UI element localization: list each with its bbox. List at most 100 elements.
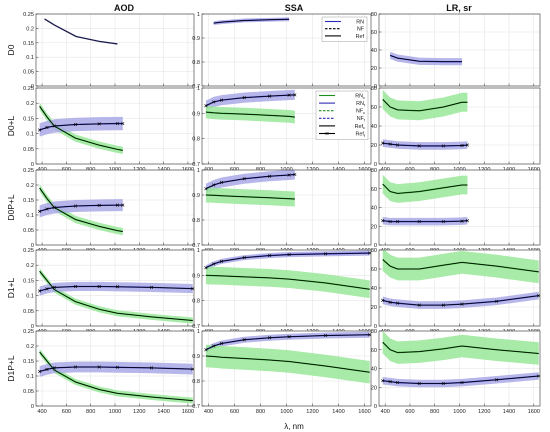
plot-area [204,170,297,207]
panel-D0P+L-AOD: 00.050.10.150.20.25400600800100012001400… [23,168,195,254]
fine-uncertainty-band [205,250,370,271]
data-point-marker [287,252,291,257]
data-point-marker [417,219,421,224]
data-point-marker [212,344,216,348]
y-tick-label: 0.1 [26,55,34,61]
coarse-uncertainty-band [382,331,539,365]
legend-box [315,90,369,140]
data-point-marker [537,293,540,298]
plot-area [381,89,470,150]
coarse-reference-line [205,274,370,290]
data-point-marker [381,379,385,383]
coarse-uncertainty-band [382,250,539,284]
panel-D0+L-AOD: 00.050.10.150.20.25400600800100012001400… [23,86,195,173]
data-point-marker [287,173,291,177]
legend-label: RNc [355,93,365,99]
coarse-reference-line [382,99,468,112]
y-tick-label: 0.25 [23,329,34,335]
y-tick-label: 0.25 [23,168,34,174]
data-point-marker [388,219,392,224]
x-tick-label: 1000 [280,409,292,415]
legend-marker [325,131,329,136]
row-label: D1+L [6,277,16,298]
data-point-marker [73,204,78,208]
data-point-marker [115,121,120,126]
coarse-reference-line [205,355,370,373]
data-point-marker [52,124,56,128]
data-point-marker [38,289,42,293]
y-tick-label: 0 [31,404,34,410]
col-title-aod: AOD [114,3,135,13]
x-tick-label: 800 [256,409,265,415]
data-point-marker [121,121,125,126]
y-tick-label: 60 [371,187,377,193]
coarse-reference-line [382,342,539,354]
data-point-marker [212,262,216,266]
data-point-marker [73,365,78,369]
data-point-marker [495,378,499,382]
y-tick-label: 1 [197,329,200,335]
x-tick-label: 800 [430,409,439,415]
data-point-marker [45,367,49,372]
y-tick-label: 0.7 [192,404,200,410]
data-point-marker [73,284,78,289]
y-tick-label: 60 [371,30,377,36]
legend-label: RN [356,19,364,25]
fine-reference-line [205,252,370,269]
data-point-marker [204,348,208,352]
y-tick-label: 0 [374,243,377,249]
data-point-marker [219,180,224,185]
data-point-marker [38,128,42,132]
x-tick-label: 1400 [157,409,169,415]
data-point-marker [242,177,246,181]
coarse-uncertainty-band [205,344,370,384]
data-point-marker [121,203,125,207]
y-tick-label: 0 [31,243,34,249]
x-tick-label: 1000 [453,409,465,415]
y-tick-label: 80 [371,86,377,92]
x-tick-label: 600 [62,409,71,415]
y-tick-label: 0.25 [23,86,34,92]
data-point-marker [323,333,328,338]
plot-area [389,51,462,66]
y-tick-label: 0 [374,324,377,330]
row-labels: D0 D0+L D0P+L D1+L D1P+L [6,44,16,381]
x-tick-label: 1400 [503,409,515,415]
data-point-marker [465,143,470,147]
x-tick-label: 400 [37,409,46,415]
y-tick-label: 1 [197,168,200,174]
y-tick-label: 20 [371,66,377,72]
data-point-marker [537,374,540,378]
data-point-marker [219,98,224,102]
y-tick-label: 0.8 [192,299,200,305]
data-point-marker [267,253,272,258]
y-tick-label: 20 [371,143,377,149]
y-tick-label: 0.15 [23,116,34,122]
col-title-ssa: SSA [285,3,304,13]
y-tick-label: 0.25 [23,248,34,254]
data-point-marker [293,93,297,97]
y-tick-label: 60 [371,348,377,354]
y-tick-label: 40 [371,286,377,292]
data-point-marker [97,284,101,289]
data-point-marker [115,203,120,207]
y-tick-label: 1 [197,12,200,18]
data-point-marker [388,380,392,384]
y-tick-label: 0.25 [23,12,34,18]
coarse-uncertainty-band [382,174,468,203]
y-tick-label: 0.9 [192,193,200,199]
plot-area [44,18,118,45]
y-tick-label: 80 [371,248,377,254]
data-point-marker [45,207,49,211]
data-point-marker [204,104,208,108]
fine-reference-line [213,18,290,24]
row-label: D0 [6,44,16,55]
data-point-marker [97,122,101,126]
column-titles: AOD SSA LR, sr [114,3,472,13]
row-label: D0+L [6,115,16,136]
y-tick-label: 0.05 [23,147,34,153]
plot-area [204,250,371,299]
y-tick-label: 0.9 [192,273,200,279]
